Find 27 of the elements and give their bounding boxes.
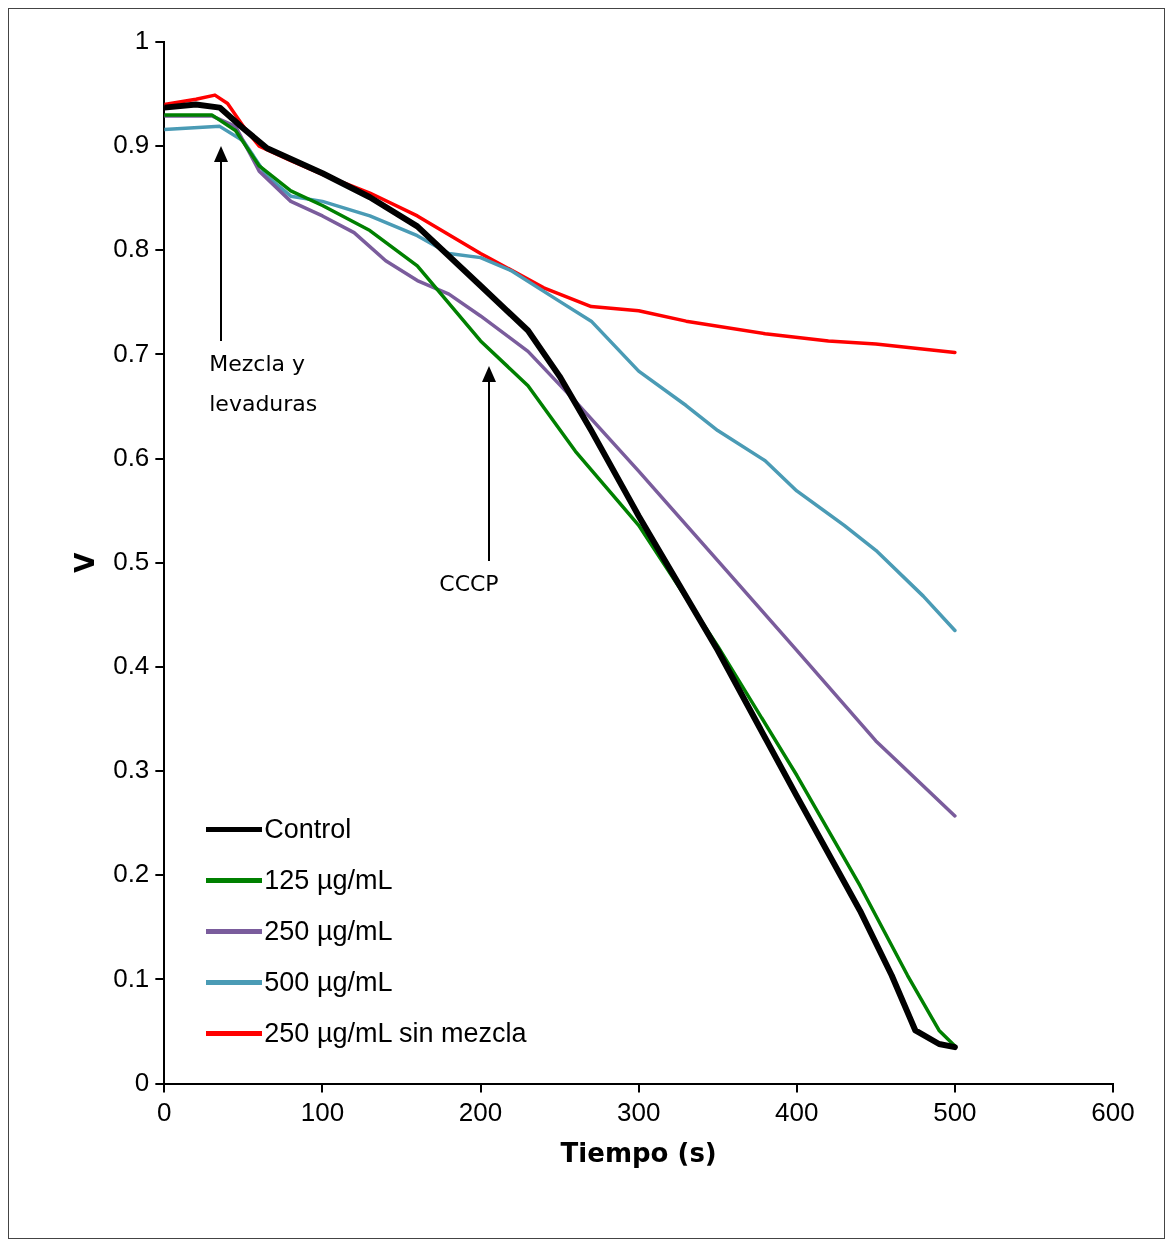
legend-label: 500 µg/mL xyxy=(264,966,393,998)
x-tick-label: 300 xyxy=(616,1097,661,1128)
y-axis-title: V xyxy=(70,552,101,573)
legend-label: Control xyxy=(264,813,352,845)
x-tick-label: 600 xyxy=(1091,1097,1135,1128)
y-tick-label: 0.7 xyxy=(113,337,150,368)
legend-label: 125 µg/mL xyxy=(264,864,393,896)
legend-label: 250 µg/mL sin mezcla xyxy=(264,1017,527,1049)
y-tick-label: 0.2 xyxy=(113,858,150,889)
y-tick-label: 0.4 xyxy=(113,650,150,681)
x-tick-label: 100 xyxy=(300,1097,345,1128)
x-tick-label: 0 xyxy=(157,1097,172,1128)
y-tick-label: 0 xyxy=(134,1066,150,1097)
annotation: CCCP xyxy=(439,569,499,598)
y-tick-label: 0.8 xyxy=(113,233,150,264)
x-tick-label: 500 xyxy=(933,1097,977,1128)
y-tick-label: 0.5 xyxy=(113,545,150,576)
y-tick-label: 0.9 xyxy=(113,129,150,160)
x-tick-label: 400 xyxy=(775,1097,819,1128)
legend-label: 250 µg/mL xyxy=(264,915,393,947)
y-tick-label: 1 xyxy=(134,25,150,56)
annotation: Mezcla y levaduras xyxy=(209,349,318,418)
x-tick-label: 200 xyxy=(458,1097,503,1128)
y-tick-label: 0.1 xyxy=(113,962,150,993)
y-tick-label: 0.3 xyxy=(113,754,150,785)
x-axis-title: Tiempo (s) xyxy=(560,1138,717,1169)
y-tick-label: 0.6 xyxy=(113,441,150,472)
